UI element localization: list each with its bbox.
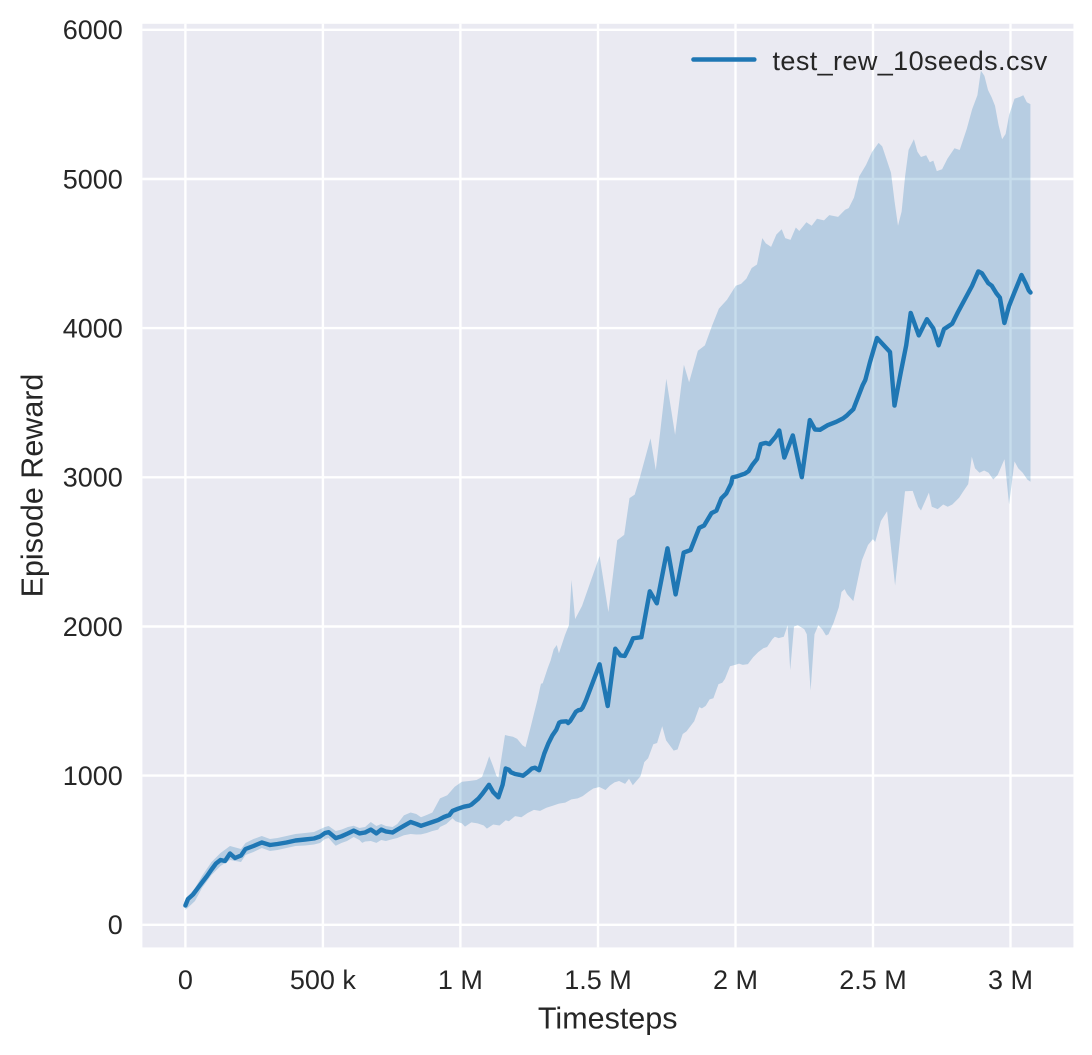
svg-text:2000: 2000 — [63, 612, 123, 642]
svg-text:500 k: 500 k — [290, 965, 357, 995]
svg-text:1000: 1000 — [63, 761, 123, 791]
svg-text:2.5 M: 2.5 M — [839, 965, 907, 995]
svg-text:Episode Reward: Episode Reward — [16, 374, 50, 598]
svg-text:0: 0 — [108, 910, 123, 940]
svg-text:2 M: 2 M — [713, 965, 758, 995]
svg-text:3000: 3000 — [63, 463, 123, 493]
svg-text:4000: 4000 — [63, 314, 123, 344]
svg-text:0: 0 — [178, 965, 193, 995]
svg-text:5000: 5000 — [63, 164, 123, 194]
svg-text:Timesteps: Timesteps — [538, 1002, 678, 1036]
svg-text:3 M: 3 M — [988, 965, 1033, 995]
svg-text:1.5 M: 1.5 M — [564, 965, 632, 995]
svg-text:6000: 6000 — [63, 15, 123, 45]
svg-text:1 M: 1 M — [438, 965, 483, 995]
svg-text:test_rew_10seeds.csv: test_rew_10seeds.csv — [773, 46, 1048, 76]
